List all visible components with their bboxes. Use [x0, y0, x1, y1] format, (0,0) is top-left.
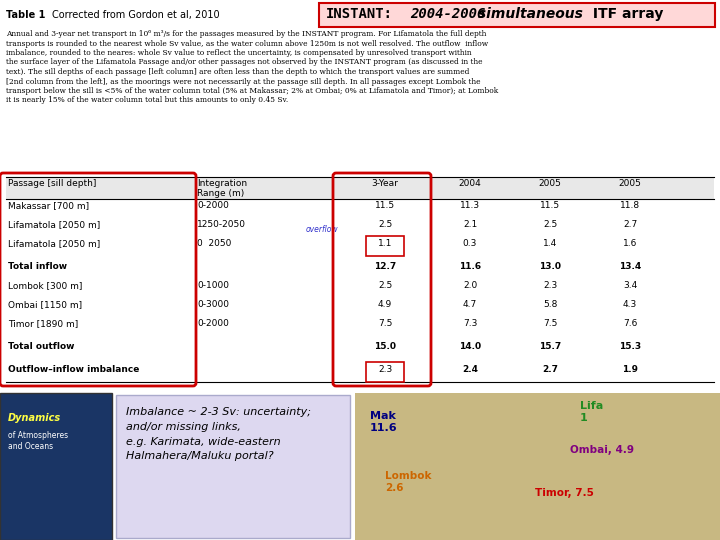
Text: 2005: 2005: [618, 179, 642, 188]
Text: Outflow–inflow imbalance: Outflow–inflow imbalance: [8, 365, 140, 374]
Text: 1.1: 1.1: [378, 239, 392, 248]
Text: Total inflow: Total inflow: [8, 262, 67, 271]
Text: Ombai, 4.9: Ombai, 4.9: [570, 445, 634, 455]
Text: 7.5: 7.5: [378, 319, 392, 328]
FancyBboxPatch shape: [116, 395, 350, 538]
Text: Corrected from Gordon et al, 2010: Corrected from Gordon et al, 2010: [52, 10, 220, 20]
Text: 2004-2006: 2004-2006: [410, 7, 485, 21]
Text: 15.7: 15.7: [539, 342, 561, 351]
Text: Passage [sill depth]: Passage [sill depth]: [8, 179, 96, 188]
Text: Mak
11.6: Mak 11.6: [370, 411, 397, 433]
Text: 2.7: 2.7: [542, 365, 558, 374]
Text: 1.1: 1.1: [378, 239, 392, 248]
Text: 3.4: 3.4: [623, 281, 637, 290]
Text: Total outflow: Total outflow: [8, 342, 74, 351]
Text: ITF array: ITF array: [588, 7, 663, 21]
Text: 13.0: 13.0: [539, 262, 561, 271]
Text: 2.7: 2.7: [623, 220, 637, 229]
Text: Makassar [700 m]: Makassar [700 m]: [8, 201, 89, 210]
Text: 7.6: 7.6: [623, 319, 637, 328]
Text: 15.3: 15.3: [619, 342, 641, 351]
Text: Lombok [300 m]: Lombok [300 m]: [8, 281, 82, 290]
Text: 4.9: 4.9: [378, 300, 392, 309]
Text: 3-Year: 3-Year: [372, 179, 398, 188]
Text: of Atmospheres
and Oceans: of Atmospheres and Oceans: [8, 431, 68, 451]
Text: 0  2050: 0 2050: [197, 239, 231, 248]
Text: Ombai [1150 m]: Ombai [1150 m]: [8, 300, 82, 309]
Text: 2.0: 2.0: [463, 281, 477, 290]
Text: the surface layer of the Lifamatola Passage and/or other passages not observed b: the surface layer of the Lifamatola Pass…: [6, 58, 482, 66]
FancyBboxPatch shape: [366, 362, 404, 382]
Text: Lifamatola [2050 m]: Lifamatola [2050 m]: [8, 239, 100, 248]
Text: 1250-2050: 1250-2050: [197, 220, 246, 229]
Text: 1.9: 1.9: [622, 365, 638, 374]
FancyBboxPatch shape: [366, 236, 404, 256]
Text: text). The sill depths of each passage [left column] are often less than the dep: text). The sill depths of each passage […: [6, 68, 469, 76]
FancyBboxPatch shape: [0, 393, 112, 540]
Text: Annual and 3-year net transport in 10⁶ m³/s for the passages measured by the INS: Annual and 3-year net transport in 10⁶ m…: [6, 30, 487, 38]
Text: 4.3: 4.3: [623, 300, 637, 309]
Text: simultaneous: simultaneous: [473, 7, 583, 21]
Text: 11.5: 11.5: [375, 201, 395, 210]
Text: 2.4: 2.4: [462, 365, 478, 374]
Text: 2005: 2005: [539, 179, 562, 188]
Text: 2.3: 2.3: [543, 281, 557, 290]
FancyBboxPatch shape: [6, 177, 714, 199]
Text: imbalance, rounded to the neares: whole Sv value to reflect the uncertainty, is : imbalance, rounded to the neares: whole …: [6, 49, 472, 57]
Text: 1.6: 1.6: [623, 239, 637, 248]
Text: it is nearly 15% of the water column total but this amounts to only 0.45 Sv.: it is nearly 15% of the water column tot…: [6, 97, 288, 105]
Text: 0.3: 0.3: [463, 239, 477, 248]
Text: 2.3: 2.3: [378, 365, 392, 374]
Text: transport below the sill is <5% of the water column total (5% at Makassar; 2% at: transport below the sill is <5% of the w…: [6, 87, 498, 95]
Text: 14.0: 14.0: [459, 342, 481, 351]
Text: 2.1: 2.1: [463, 220, 477, 229]
Text: 5.8: 5.8: [543, 300, 557, 309]
Text: 0-3000: 0-3000: [197, 300, 229, 309]
Text: 0-1000: 0-1000: [197, 281, 229, 290]
Text: Dynamics: Dynamics: [8, 413, 61, 423]
FancyBboxPatch shape: [355, 393, 720, 540]
Text: 0-2000: 0-2000: [197, 319, 229, 328]
Text: 11.3: 11.3: [460, 201, 480, 210]
Text: 7.5: 7.5: [543, 319, 557, 328]
Text: Timor [1890 m]: Timor [1890 m]: [8, 319, 78, 328]
FancyBboxPatch shape: [2, 395, 110, 455]
Text: Imbalance ~ 2-3 Sv: uncertainty;
and/or missing links,
e.g. Karimata, wide-easte: Imbalance ~ 2-3 Sv: uncertainty; and/or …: [126, 407, 311, 461]
Text: Lombok
2.6: Lombok 2.6: [385, 471, 431, 492]
FancyBboxPatch shape: [319, 3, 715, 27]
Text: Timor, 7.5: Timor, 7.5: [535, 488, 594, 498]
Text: overflow: overflow: [305, 225, 338, 234]
Text: 11.8: 11.8: [620, 201, 640, 210]
Text: 0-2000: 0-2000: [197, 201, 229, 210]
Text: Lifa
1: Lifa 1: [580, 401, 603, 423]
Text: transports is rounded to the nearest whole Sv value, as the water column above 1: transports is rounded to the nearest who…: [6, 39, 488, 48]
Text: 11.6: 11.6: [459, 262, 481, 271]
Text: 7.3: 7.3: [463, 319, 477, 328]
Text: 11.5: 11.5: [540, 201, 560, 210]
Text: [2nd column from the left], as the moorings were not necessarily at the passage : [2nd column from the left], as the moori…: [6, 78, 480, 85]
Text: Integration
Range (m): Integration Range (m): [197, 179, 247, 198]
Text: 1.4: 1.4: [543, 239, 557, 248]
Text: Lifamatola [2050 m]: Lifamatola [2050 m]: [8, 220, 100, 229]
Text: 2.5: 2.5: [543, 220, 557, 229]
Text: 12.7: 12.7: [374, 262, 396, 271]
Text: Table 1: Table 1: [6, 10, 45, 20]
Text: 2.3: 2.3: [377, 365, 393, 374]
Text: 4.7: 4.7: [463, 300, 477, 309]
Text: 15.0: 15.0: [374, 342, 396, 351]
Text: 2.5: 2.5: [378, 220, 392, 229]
Text: 2.5: 2.5: [378, 281, 392, 290]
Text: 2004: 2004: [459, 179, 482, 188]
Text: INSTANT:: INSTANT:: [326, 7, 393, 21]
Text: 13.4: 13.4: [619, 262, 641, 271]
